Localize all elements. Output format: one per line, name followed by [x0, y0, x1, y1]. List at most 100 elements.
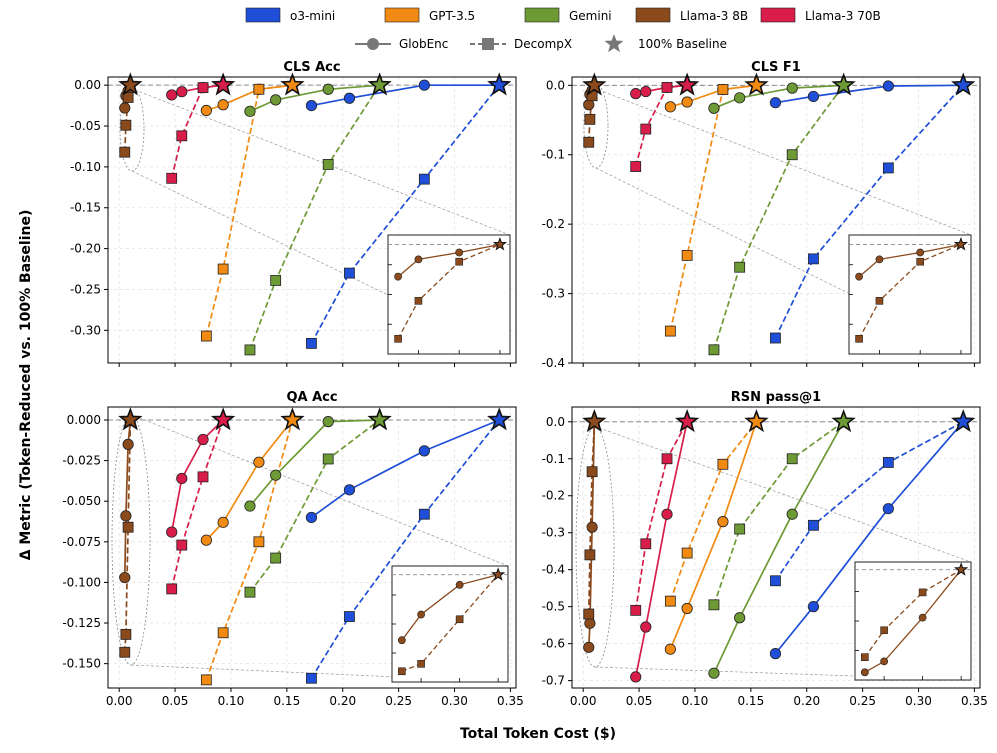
- inset-point-globenc: [880, 657, 889, 666]
- inset-point-decompx: [398, 667, 406, 676]
- point-decompx: [344, 267, 355, 279]
- point-globenc: [664, 101, 676, 113]
- legend-label-method-2: 100% Baseline: [638, 37, 727, 51]
- series-line-Llama-3-70B-DecompX: [170, 419, 224, 590]
- point-globenc: [681, 96, 693, 108]
- point-globenc: [769, 97, 782, 109]
- point-globenc: [166, 89, 178, 101]
- point-globenc: [734, 612, 746, 624]
- x-tick-label: 0.10: [682, 694, 709, 708]
- point-decompx: [270, 552, 282, 564]
- point-globenc: [270, 469, 282, 481]
- x-tick-label: 0.20: [329, 694, 356, 708]
- point-globenc: [322, 416, 334, 428]
- baseline-star: [280, 407, 305, 431]
- point-globenc: [244, 500, 256, 512]
- point-decompx: [708, 599, 720, 611]
- inset-point-decompx: [880, 626, 888, 635]
- legend-swatch-0: [245, 7, 281, 23]
- inset-point-decompx: [875, 297, 884, 305]
- plot-frame: [571, 76, 981, 364]
- x-tick-label: 0.30: [905, 694, 932, 708]
- point-globenc: [166, 526, 178, 538]
- point-decompx: [786, 453, 798, 465]
- series-line-GPT-3.5-DecompX: [669, 84, 757, 332]
- point-decompx: [584, 113, 596, 125]
- y-tick-label: -0.20: [70, 242, 101, 256]
- point-globenc: [244, 105, 256, 117]
- x-tick-label: 0.15: [273, 694, 300, 708]
- x-tick-label: 0.15: [737, 694, 764, 708]
- series-line-Llama-3-70B-DecompX: [634, 421, 688, 611]
- point-globenc: [586, 521, 598, 533]
- inset-baseline-star: [492, 237, 508, 251]
- inset-baseline-star: [953, 237, 969, 251]
- series-line-Llama-3-70B-GlobEnc: [170, 419, 224, 533]
- series-line-Llama-3-8B-GlobEnc: [123, 419, 132, 578]
- series-line-Llama-3-70B-DecompX: [170, 84, 224, 179]
- series-line-o3-mini-GlobEnc: [775, 84, 964, 104]
- point-globenc: [200, 104, 212, 117]
- inset-point-globenc: [860, 668, 869, 677]
- y-tick-label: -0.2: [542, 489, 565, 503]
- y-tick-label: -0.25: [70, 282, 101, 296]
- point-decompx: [306, 672, 317, 684]
- panel-title: QA Acc: [286, 390, 337, 405]
- point-decompx: [630, 604, 642, 616]
- point-globenc: [418, 445, 430, 457]
- inset-point-globenc: [414, 255, 423, 264]
- series-line-Gemini-DecompX: [249, 84, 381, 351]
- point-decompx: [122, 521, 134, 533]
- series-line-Gemini-GlobEnc: [249, 84, 380, 113]
- baseline-star: [367, 407, 392, 431]
- inset-point-globenc: [918, 613, 927, 622]
- plot-frame: [107, 76, 517, 364]
- x-axis-label: Total Token Cost ($): [460, 726, 616, 742]
- point-decompx: [270, 275, 282, 286]
- point-decompx: [586, 466, 598, 478]
- point-decompx: [770, 575, 781, 587]
- point-globenc: [197, 433, 209, 446]
- point-globenc: [882, 80, 894, 92]
- x-tick-label: 0.05: [626, 694, 653, 708]
- zoom-connector: [130, 664, 509, 683]
- point-decompx: [253, 83, 265, 95]
- series-line-o3-mini-GlobEnc: [774, 421, 964, 655]
- inset-point-globenc: [397, 636, 406, 645]
- point-decompx: [197, 82, 209, 94]
- inset-zoom: [848, 234, 972, 355]
- point-globenc: [708, 102, 720, 114]
- y-tick-label: -0.4: [542, 356, 565, 370]
- y-tick-label: -0.3: [542, 526, 565, 540]
- baseline-star: [744, 72, 769, 96]
- baseline-star: [210, 407, 236, 431]
- point-globenc: [270, 94, 282, 106]
- point-decompx: [244, 586, 256, 598]
- legend-swatch-4: [760, 7, 796, 23]
- zoom-connector: [593, 425, 972, 563]
- panel-title: RSN pass@1: [731, 390, 821, 405]
- series-line-Gemini-GlobEnc: [713, 84, 844, 109]
- series-line-GPT-3.5-DecompX: [669, 421, 758, 602]
- zoom-connector: [593, 87, 972, 236]
- point-globenc: [305, 511, 318, 524]
- legend-marker-0: [367, 38, 379, 50]
- series-line-o3-mini-DecompX: [310, 419, 500, 679]
- y-tick-label: -0.15: [70, 201, 101, 215]
- series-line-Gemini-GlobEnc: [249, 419, 380, 507]
- point-decompx: [583, 136, 595, 148]
- inset-point-globenc: [455, 580, 464, 589]
- point-decompx: [664, 325, 676, 337]
- series-line-o3-mini-GlobEnc: [310, 419, 500, 519]
- series-line-GPT-3.5-GlobEnc: [206, 84, 293, 112]
- point-decompx: [120, 119, 132, 131]
- point-decompx: [306, 337, 317, 349]
- baseline-star: [674, 72, 700, 96]
- point-decompx: [770, 332, 781, 344]
- inset-point-globenc: [855, 272, 863, 281]
- point-decompx: [122, 92, 134, 103]
- point-decompx: [322, 453, 334, 465]
- point-decompx: [661, 453, 673, 465]
- point-globenc: [630, 88, 642, 100]
- panels: 0.00 -0.05 -0.10 -0.15 -0.20 -0.25 -0.30 CLS Ac…: [62, 60, 987, 708]
